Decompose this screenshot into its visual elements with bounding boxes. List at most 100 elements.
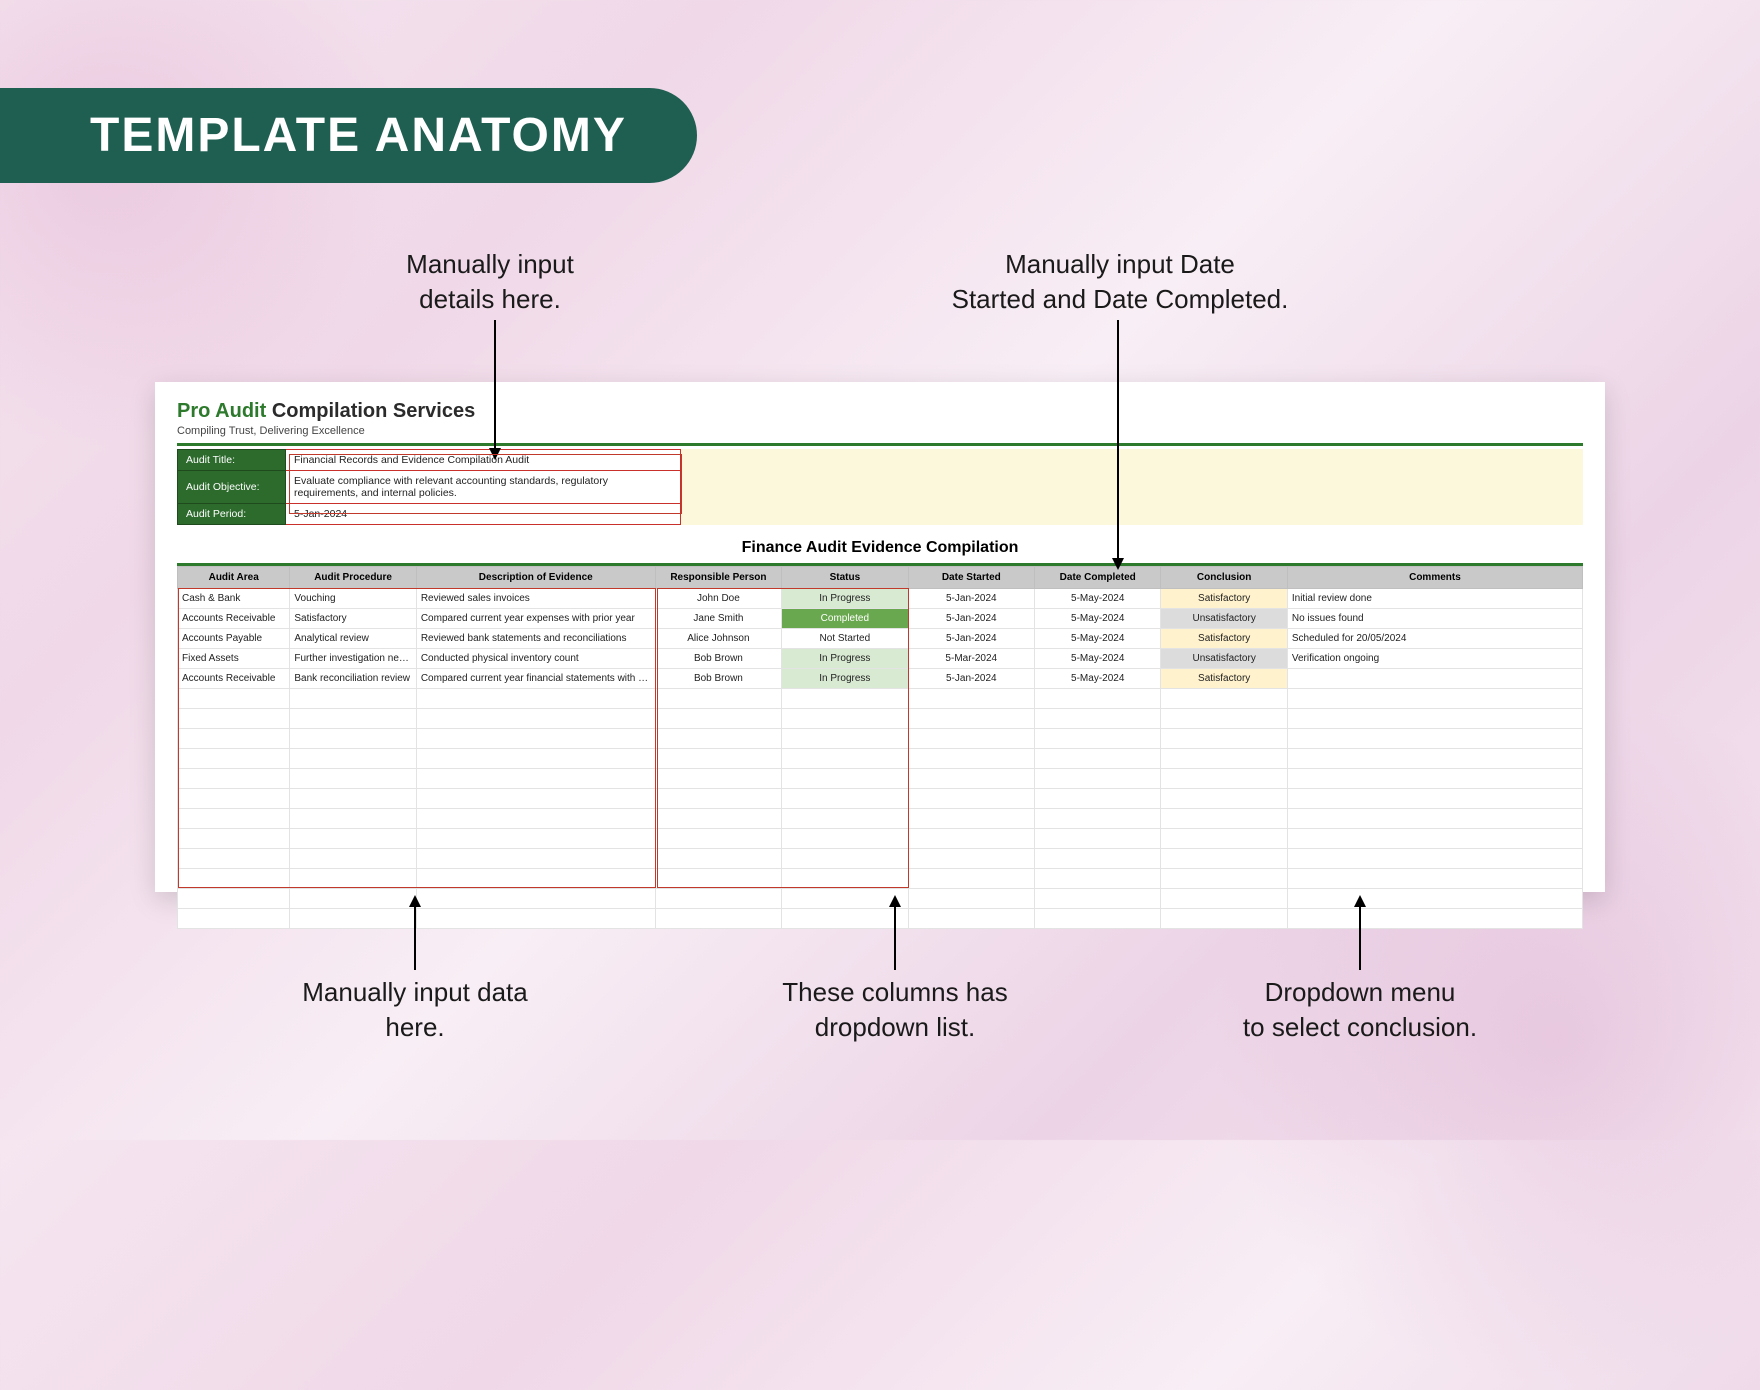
cell[interactable]: Conducted physical inventory count: [416, 649, 655, 669]
cell[interactable]: [1161, 889, 1287, 909]
cell[interactable]: Accounts Payable: [178, 629, 290, 649]
cell[interactable]: Completed: [782, 609, 908, 629]
meta-value[interactable]: Evaluate compliance with relevant accoun…: [286, 471, 681, 504]
cell[interactable]: Further investigation needed: [290, 649, 416, 669]
cell[interactable]: 5-May-2024: [1035, 669, 1161, 689]
cell[interactable]: [416, 829, 655, 849]
cell[interactable]: 5-Mar-2024: [908, 649, 1034, 669]
cell[interactable]: [1287, 769, 1582, 789]
cell[interactable]: [178, 889, 290, 909]
cell[interactable]: [1287, 669, 1582, 689]
cell[interactable]: Analytical review: [290, 629, 416, 649]
cell[interactable]: [1287, 829, 1582, 849]
cell[interactable]: [178, 789, 290, 809]
cell[interactable]: [1287, 749, 1582, 769]
cell[interactable]: 5-Jan-2024: [908, 669, 1034, 689]
cell[interactable]: [1287, 909, 1582, 929]
cell[interactable]: [908, 729, 1034, 749]
cell[interactable]: In Progress: [782, 669, 908, 689]
cell[interactable]: [908, 809, 1034, 829]
cell[interactable]: [908, 689, 1034, 709]
cell[interactable]: [1035, 829, 1161, 849]
cell[interactable]: [655, 749, 781, 769]
cell[interactable]: [290, 789, 416, 809]
cell[interactable]: [908, 849, 1034, 869]
cell[interactable]: [178, 829, 290, 849]
cell[interactable]: [178, 849, 290, 869]
cell[interactable]: Reviewed sales invoices: [416, 589, 655, 609]
cell[interactable]: [908, 709, 1034, 729]
meta-value[interactable]: Financial Records and Evidence Compilati…: [286, 450, 681, 471]
cell[interactable]: [1287, 809, 1582, 829]
cell[interactable]: [782, 789, 908, 809]
cell[interactable]: [1161, 809, 1287, 829]
cell[interactable]: [290, 809, 416, 829]
cell[interactable]: [1161, 869, 1287, 889]
cell[interactable]: [290, 769, 416, 789]
cell[interactable]: [1035, 809, 1161, 829]
cell[interactable]: Satisfactory: [1161, 629, 1287, 649]
cell[interactable]: [1035, 909, 1161, 929]
cell[interactable]: Vouching: [290, 589, 416, 609]
cell[interactable]: [655, 689, 781, 709]
cell[interactable]: 5-May-2024: [1035, 609, 1161, 629]
cell[interactable]: Reviewed bank statements and reconciliat…: [416, 629, 655, 649]
cell[interactable]: [782, 829, 908, 849]
cell[interactable]: Satisfactory: [290, 609, 416, 629]
cell[interactable]: [290, 849, 416, 869]
cell[interactable]: Satisfactory: [1161, 669, 1287, 689]
cell[interactable]: [908, 789, 1034, 809]
cell[interactable]: [782, 769, 908, 789]
cell[interactable]: [416, 849, 655, 869]
cell[interactable]: [908, 909, 1034, 929]
cell[interactable]: 5-Jan-2024: [908, 589, 1034, 609]
cell[interactable]: [655, 729, 781, 749]
cell[interactable]: John Doe: [655, 589, 781, 609]
cell[interactable]: [416, 749, 655, 769]
cell[interactable]: [1287, 709, 1582, 729]
cell[interactable]: [1161, 749, 1287, 769]
cell[interactable]: [290, 829, 416, 849]
cell[interactable]: [290, 749, 416, 769]
cell[interactable]: [782, 749, 908, 769]
cell[interactable]: [416, 809, 655, 829]
cell[interactable]: Bank reconciliation review: [290, 669, 416, 689]
cell[interactable]: [1161, 769, 1287, 789]
cell[interactable]: [782, 909, 908, 929]
cell[interactable]: [1035, 849, 1161, 869]
cell[interactable]: [1035, 729, 1161, 749]
cell[interactable]: [1287, 689, 1582, 709]
cell[interactable]: Not Started: [782, 629, 908, 649]
cell[interactable]: [416, 729, 655, 749]
cell[interactable]: [1287, 869, 1582, 889]
cell[interactable]: Initial review done: [1287, 589, 1582, 609]
cell[interactable]: Compared current year expenses with prio…: [416, 609, 655, 629]
cell[interactable]: 5-May-2024: [1035, 649, 1161, 669]
cell[interactable]: [655, 849, 781, 869]
cell[interactable]: [178, 729, 290, 749]
cell[interactable]: Accounts Receivable: [178, 669, 290, 689]
cell[interactable]: [655, 709, 781, 729]
cell[interactable]: Compared current year financial statemen…: [416, 669, 655, 689]
cell[interactable]: [290, 869, 416, 889]
cell[interactable]: [655, 809, 781, 829]
cell[interactable]: [416, 909, 655, 929]
cell[interactable]: [178, 869, 290, 889]
cell[interactable]: [1161, 709, 1287, 729]
cell[interactable]: [655, 789, 781, 809]
cell[interactable]: 5-May-2024: [1035, 629, 1161, 649]
cell[interactable]: [416, 869, 655, 889]
cell[interactable]: [908, 869, 1034, 889]
cell[interactable]: Verification ongoing: [1287, 649, 1582, 669]
cell[interactable]: [1161, 909, 1287, 929]
cell[interactable]: [655, 869, 781, 889]
cell[interactable]: [782, 729, 908, 749]
cell[interactable]: 5-May-2024: [1035, 589, 1161, 609]
cell[interactable]: [1161, 689, 1287, 709]
cell[interactable]: [1161, 849, 1287, 869]
cell[interactable]: [782, 869, 908, 889]
cell[interactable]: Fixed Assets: [178, 649, 290, 669]
cell[interactable]: [1287, 889, 1582, 909]
cell[interactable]: [178, 709, 290, 729]
cell[interactable]: [782, 709, 908, 729]
